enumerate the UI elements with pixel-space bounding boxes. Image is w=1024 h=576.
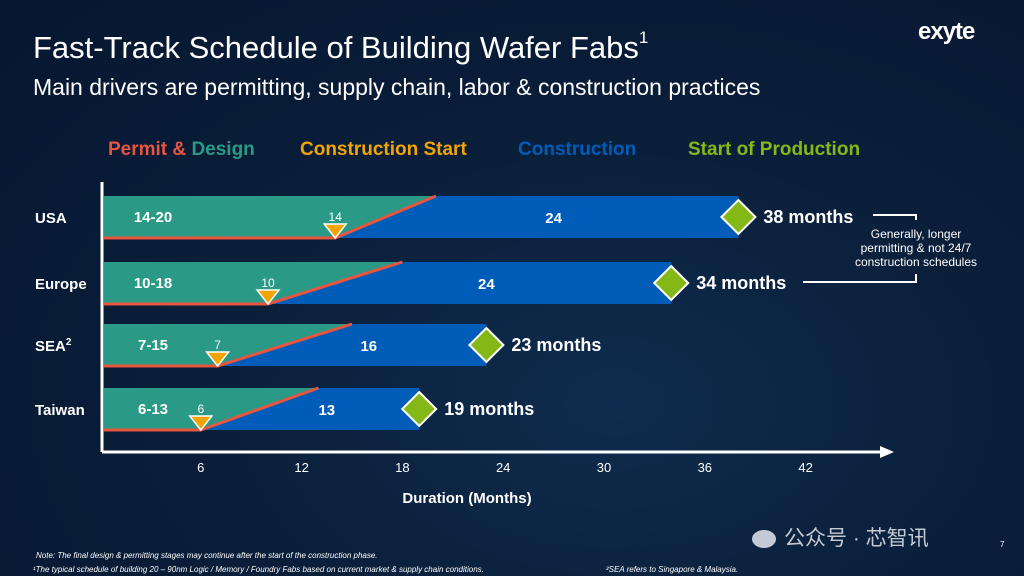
legend-amp: & — [172, 139, 187, 160]
legend-construction-start: Construction Start — [300, 139, 467, 160]
watermark-text: 公众号 · 芯智讯 — [784, 527, 929, 550]
construction-start-marker — [255, 289, 281, 306]
legend-permit-design: Permit & Design — [108, 139, 255, 161]
permit-design-range-label: 10-18 — [134, 275, 172, 292]
x-tick-label: 12 — [294, 460, 308, 475]
legend-permit: Permit — [108, 139, 168, 160]
construction-duration-label: 16 — [360, 338, 377, 355]
page-number: 7 — [1000, 540, 1005, 549]
permit-design-bar — [104, 262, 403, 304]
category-label: USA — [35, 210, 67, 227]
legend-design: Design — [191, 139, 255, 160]
construction-start-marker — [188, 415, 214, 432]
legend-construction: Construction — [518, 139, 637, 160]
construction-start-label: 7 — [214, 338, 221, 352]
page-subtitle: Main drivers are permitting, supply chai… — [33, 74, 761, 100]
x-axis-arrow — [880, 446, 894, 458]
legend-start-of-production: Start of Production — [688, 139, 861, 160]
construction-start-label: 6 — [197, 402, 204, 416]
construction-start-label: 10 — [261, 276, 275, 290]
title-text: Fast-Track Schedule of Building Wafer Fa… — [33, 30, 639, 65]
construction-start-marker — [322, 223, 348, 240]
x-tick-label: 30 — [597, 460, 611, 475]
x-axis-title: Duration (Months) — [402, 490, 531, 507]
annotation-text: permitting & not 24/7 — [861, 241, 972, 255]
page-title: Fast-Track Schedule of Building Wafer Fa… — [33, 28, 649, 66]
x-tick-label: 42 — [798, 460, 812, 475]
construction-duration-label: 24 — [478, 276, 495, 293]
category-label: Taiwan — [35, 402, 85, 419]
x-tick-label: 36 — [698, 460, 712, 475]
construction-start-label: 14 — [329, 210, 343, 224]
permit-design-range-label: 7-15 — [138, 337, 168, 354]
total-duration-label: 23 months — [511, 335, 601, 355]
permit-design-bar — [104, 324, 352, 366]
start-of-production-diamond — [652, 264, 690, 302]
category-label: SEA2 — [35, 337, 72, 355]
permit-design-range-label: 14-20 — [134, 209, 172, 226]
permit-design-bar — [104, 388, 319, 430]
annotation-bracket-bottom — [803, 274, 917, 283]
permit-design-range-label: 6-13 — [138, 401, 168, 418]
construction-duration-label: 13 — [318, 402, 335, 419]
construction-duration-label: 24 — [545, 210, 562, 227]
watermark: 公众号 · 芯智讯 — [752, 522, 929, 552]
x-tick-label: 18 — [395, 460, 409, 475]
footnote-1: ¹The typical schedule of building 20 – 9… — [33, 565, 484, 574]
start-of-production-diamond — [400, 390, 438, 428]
start-of-production-diamond — [719, 198, 757, 236]
permit-design-bar — [104, 196, 436, 238]
annotation-text: Generally, longer — [871, 227, 962, 241]
total-duration-label: 38 months — [763, 207, 853, 227]
footnote-2: ²SEA refers to Singapore & Malaysia. — [606, 565, 739, 574]
annotation-text: construction schedules — [855, 255, 977, 269]
annotation-bracket-top — [873, 214, 917, 220]
total-duration-label: 19 months — [444, 399, 534, 419]
exyte-logo: exyte — [918, 18, 975, 45]
x-tick-label: 6 — [197, 460, 204, 475]
x-tick-label: 24 — [496, 460, 510, 475]
total-duration-label: 34 months — [696, 273, 786, 293]
title-footnote-mark: 1 — [638, 28, 649, 47]
construction-start-marker — [205, 351, 231, 368]
start-of-production-diamond — [467, 326, 505, 364]
wechat-icon — [752, 530, 776, 549]
footer-note: Note: The final design & permitting stag… — [36, 551, 378, 560]
category-label: Europe — [35, 276, 87, 293]
